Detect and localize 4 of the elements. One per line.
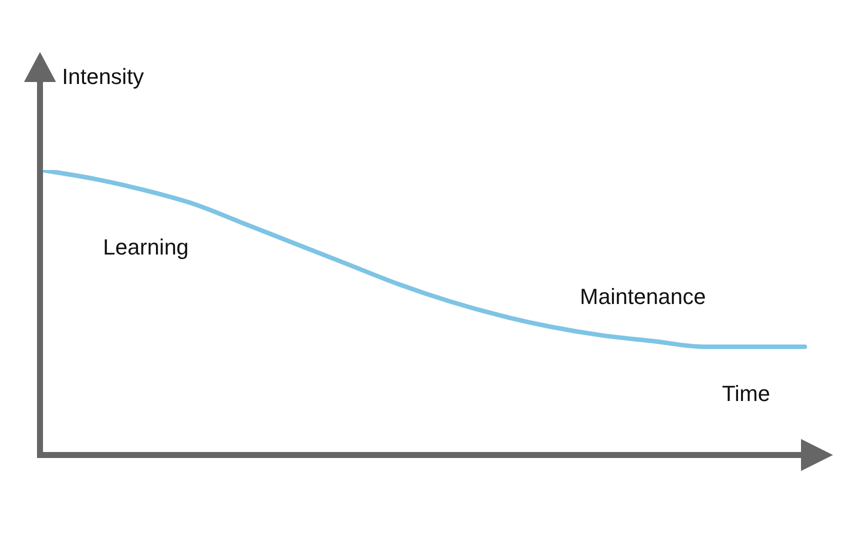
y-axis-title: Intensity <box>62 64 144 90</box>
annotation: Learning <box>103 234 189 260</box>
x-axis-title: Time <box>722 381 770 406</box>
annotation: Maintenance <box>580 284 706 309</box>
